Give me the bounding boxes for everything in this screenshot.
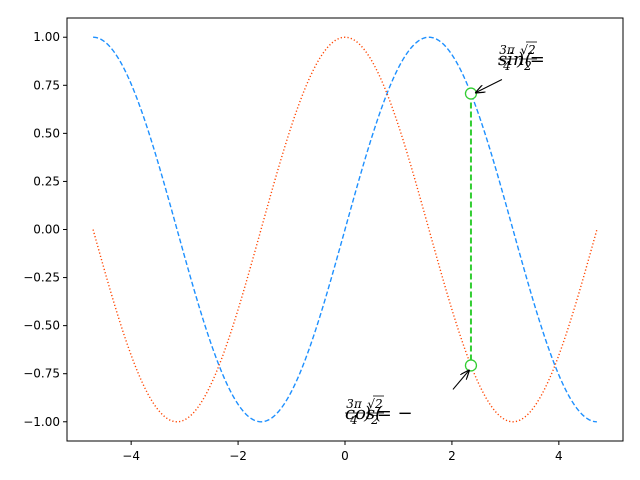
sin-curve <box>93 36 597 423</box>
cos-eq-text: ) = − <box>363 403 413 424</box>
plot-area <box>66 17 624 442</box>
sin-eq-text: ) = <box>516 49 545 70</box>
cos-sqrt-den: 2 <box>370 413 379 427</box>
cos-annotation-arrow <box>452 370 469 390</box>
x-tick-label: −2 <box>229 449 247 463</box>
y-axis: −1.00 −0.75 −0.50 −0.25 0.00 0.25 0.50 0.75 1.00 <box>23 30 67 429</box>
sin-annotation-arrow <box>476 79 503 93</box>
y-tick-label: 1.00 <box>33 30 60 44</box>
cos-frac-den: 4 <box>349 413 358 427</box>
y-tick-label: −0.25 <box>23 271 60 285</box>
sin-frac-den: 4 <box>502 59 511 73</box>
y-tick-label: −1.00 <box>23 415 60 429</box>
y-tick-label: 0.75 <box>33 78 60 92</box>
cos-curve <box>92 36 598 423</box>
sin-func-text: sin( <box>498 49 533 70</box>
cos-func-text: cos( <box>345 403 383 424</box>
cos-sqrt-num: √2 <box>367 397 382 411</box>
cos-highlight-marker <box>464 359 478 372</box>
x-axis: −4 −2 0 2 4 <box>122 441 563 463</box>
x-tick-label: 4 <box>555 449 563 463</box>
y-tick-label: 0.00 <box>33 223 60 237</box>
sin-frac-num: 3π <box>499 43 516 57</box>
cos-frac-num: 3π <box>346 397 363 411</box>
y-tick-label: −0.75 <box>23 367 60 381</box>
sin-highlight-marker <box>464 87 478 100</box>
x-tick-label: 2 <box>448 449 456 463</box>
sin-annotation-label: sin(3π 4 ) = √2 2 <box>498 41 545 73</box>
sin-sqrt-num: √2 <box>520 43 535 57</box>
x-tick-label: 0 <box>341 449 349 463</box>
y-tick-label: 0.25 <box>33 174 60 188</box>
cos-annotation-label: cos(3π 4 ) = −√2 2 <box>345 395 413 427</box>
sin-sqrt-den: 2 <box>523 59 532 73</box>
y-tick-label: 0.50 <box>33 126 60 140</box>
x-tick-label: −4 <box>122 449 140 463</box>
y-tick-label: −0.50 <box>23 319 60 333</box>
curves-layer <box>92 36 598 423</box>
